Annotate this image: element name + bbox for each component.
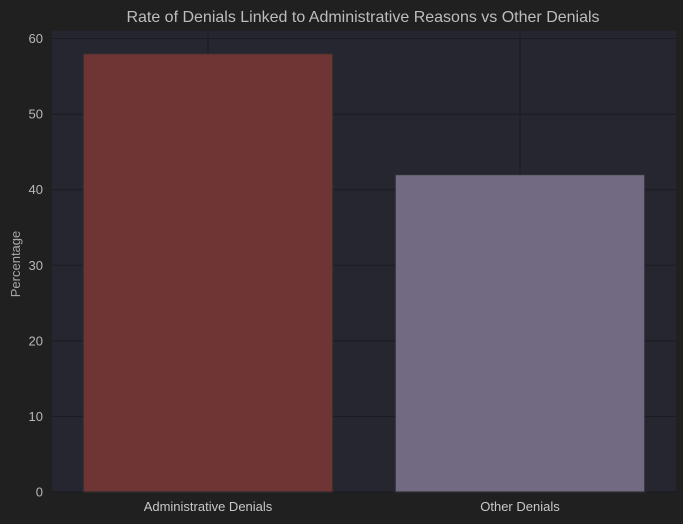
y-tick-label: 10 — [29, 409, 43, 424]
x-tick-label: Other Denials — [480, 499, 560, 514]
y-tick-label: 40 — [29, 182, 43, 197]
y-axis-label: Percentage — [8, 231, 23, 298]
y-tick-label: 50 — [29, 107, 43, 122]
bars-layer — [82, 53, 646, 493]
y-tick-label: 30 — [29, 258, 43, 273]
bar-administrative-denials — [82, 53, 334, 493]
bar-other-denials — [394, 173, 646, 493]
y-tick-label: 60 — [29, 31, 43, 46]
y-tick-label: 0 — [36, 485, 43, 500]
y-tick-label: 20 — [29, 333, 43, 348]
x-tick-labels: Administrative Denials Other Denials — [144, 499, 561, 514]
y-tick-labels: 0 10 20 30 40 50 60 — [29, 31, 43, 499]
chart-title: Rate of Denials Linked to Administrative… — [126, 9, 599, 26]
x-tick-label: Administrative Denials — [144, 499, 273, 514]
